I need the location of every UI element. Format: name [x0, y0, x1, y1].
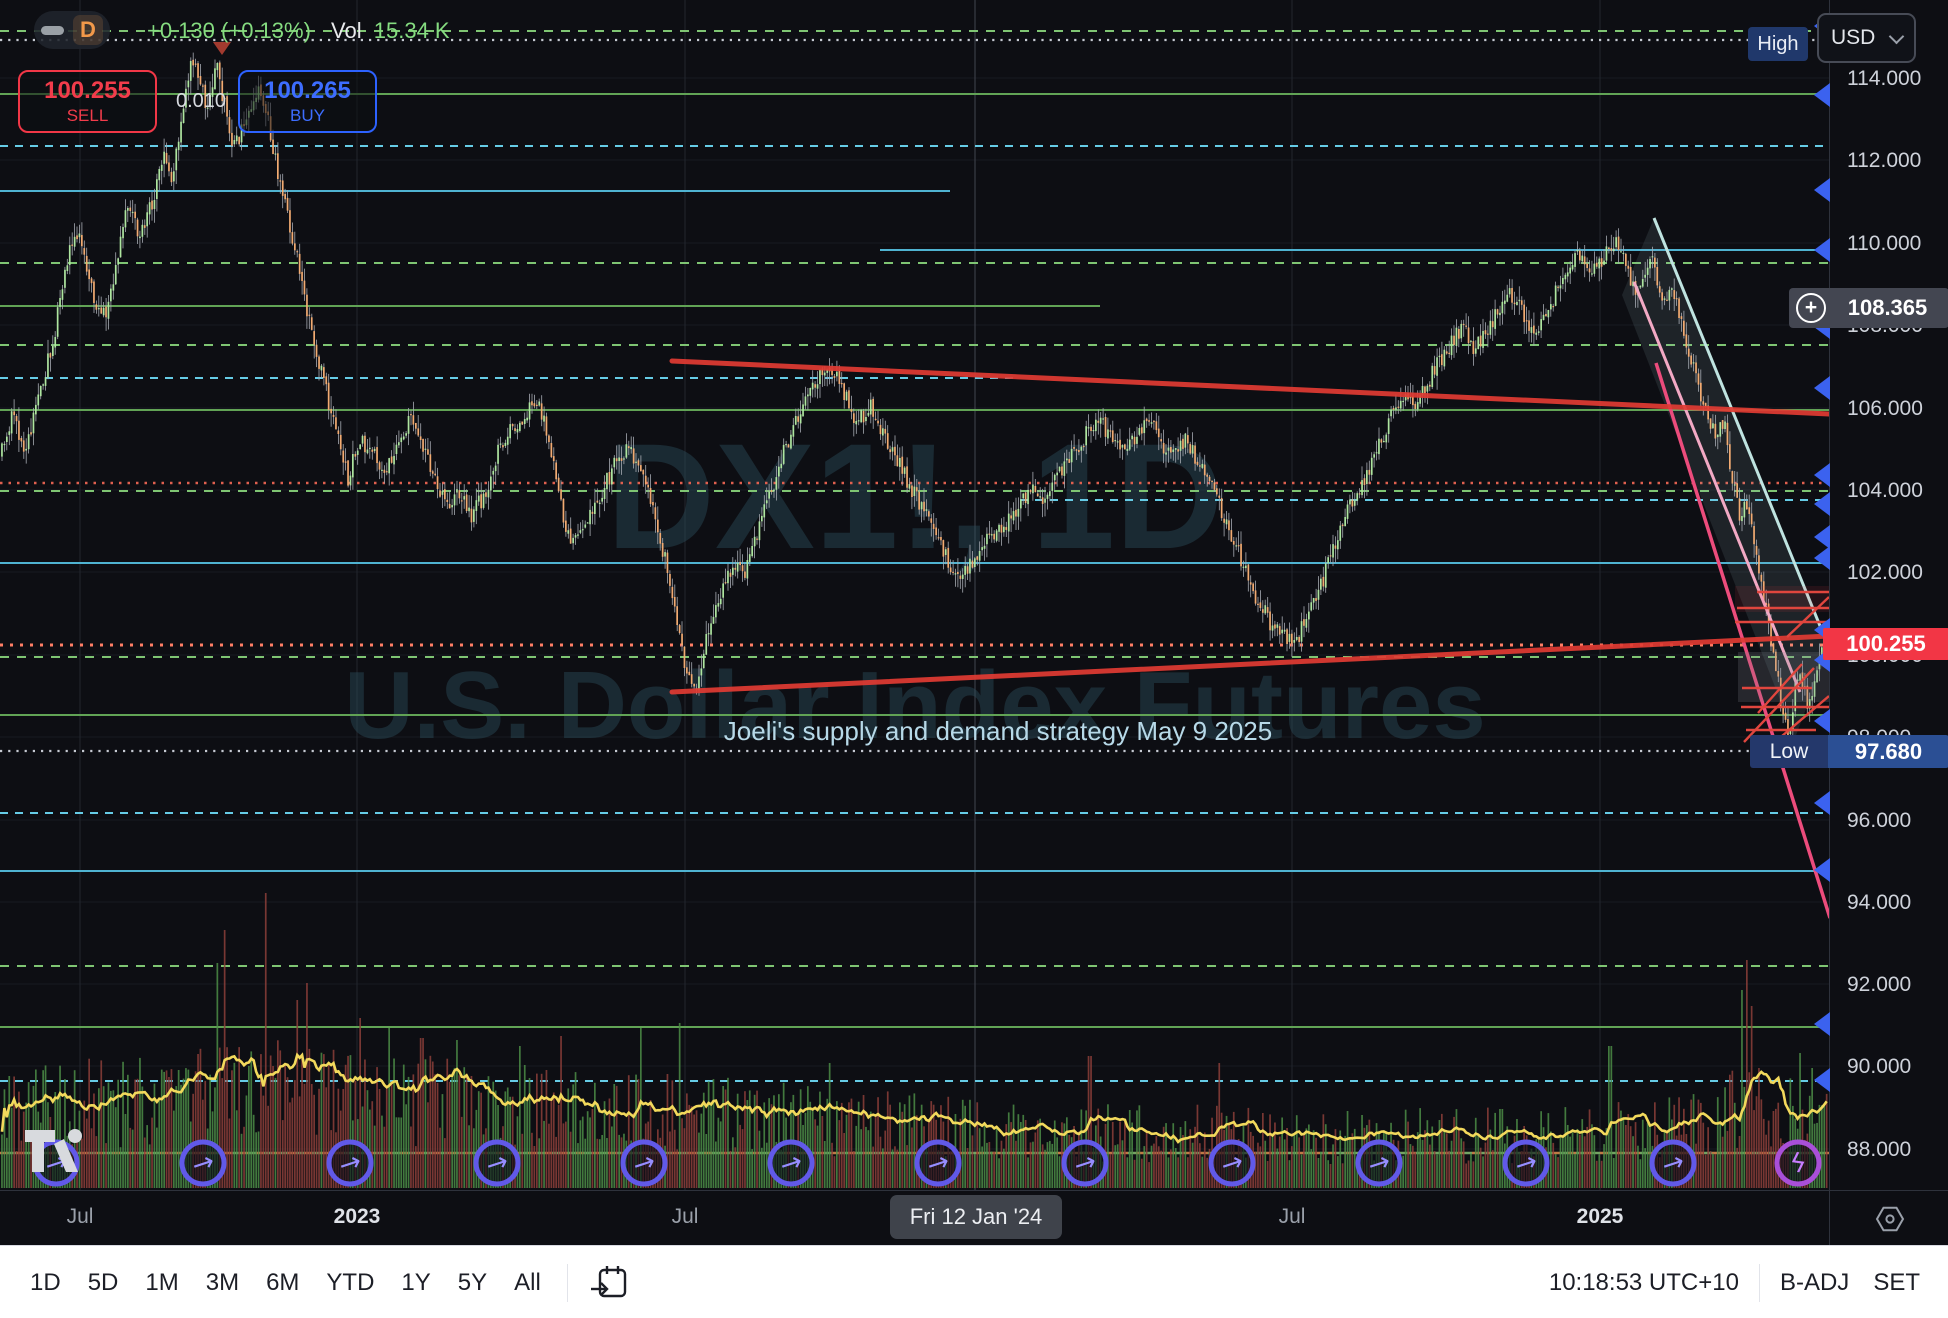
volume-value: 15.34 K: [373, 18, 450, 43]
time-axis-label: Jul: [66, 1205, 94, 1228]
event-marker-icon: →: [1355, 1139, 1403, 1187]
range-button-all[interactable]: All: [514, 1268, 541, 1296]
price-alert-arrow-icon[interactable]: [1814, 238, 1830, 262]
price-axis[interactable]: + 108.365 100.255 Low 97.680 108.000100.…: [1750, 0, 1948, 1190]
price-alert-arrow-icon[interactable]: [1814, 492, 1830, 516]
price-axis-label: 94.000: [1847, 891, 1912, 914]
time-axis[interactable]: Fri 12 Jan '24 Jul 2023 Jul Jul 2025: [0, 1190, 1948, 1246]
price-axis-label: 112.000: [1847, 149, 1922, 172]
high-line-badge: High: [1748, 27, 1808, 61]
tradingview-logo: [25, 1129, 82, 1172]
high-marker-icon: [213, 42, 231, 55]
price-alert-arrow-icon[interactable]: [1814, 178, 1830, 202]
price-axis-label: 96.000: [1847, 809, 1912, 832]
price-alert-arrow-icon[interactable]: [1814, 1012, 1830, 1036]
price-alert-arrow-icon[interactable]: [1814, 83, 1830, 107]
price-alert-arrow-icon[interactable]: [1814, 791, 1830, 815]
range-button-ytd[interactable]: YTD: [326, 1268, 375, 1296]
back-adjust-toggle[interactable]: B-ADJ: [1779, 1268, 1850, 1296]
range-button-1y[interactable]: 1Y: [401, 1268, 431, 1296]
price-chart-canvas[interactable]: DX1!, 1DU.S. Dollar Index Futures → → → …: [0, 0, 1829, 1190]
toolbar-right-group: 10:18:53 UTC+10 B-ADJ SET: [1548, 1263, 1948, 1302]
volume-label: Vol: [331, 18, 362, 43]
price-axis-label: 92.000: [1847, 973, 1912, 996]
range-button-3m[interactable]: 3M: [205, 1268, 240, 1296]
price-axis-label: 106.000: [1847, 397, 1923, 420]
price-axis-label: 90.000: [1847, 1055, 1912, 1078]
go-to-date-calendar-icon[interactable]: [590, 1265, 628, 1301]
last-price-tag: 100.255: [1823, 628, 1948, 660]
sell-label: SELL: [66, 106, 109, 125]
hexagon-eye-icon[interactable]: [1873, 1202, 1907, 1236]
price-alert-arrow-icon[interactable]: [1814, 858, 1830, 882]
price-axis-label: 104.000: [1847, 479, 1923, 502]
time-axis-label: Jul: [671, 1205, 699, 1228]
crosshair-date-tag: Fri 12 Jan '24: [890, 1195, 1062, 1239]
drawing-bar-icon: [41, 25, 64, 35]
event-marker-icon: →: [326, 1139, 374, 1187]
svg-text:U.S. Dollar Index Futures: U.S. Dollar Index Futures: [344, 652, 1486, 759]
event-marker-icon: →: [767, 1139, 815, 1187]
price-axis-label: 110.000: [1847, 232, 1922, 255]
event-marker-icon: →: [1061, 1139, 1109, 1187]
clock-display[interactable]: 10:18:53 UTC+10: [1548, 1268, 1739, 1296]
price-alert-arrow-icon[interactable]: [1814, 546, 1830, 570]
range-button-1d[interactable]: 1D: [30, 1268, 61, 1296]
strategy-annotation: Joeli's supply and demand strategy May 9…: [723, 716, 1273, 746]
low-price-tag: 97.680: [1828, 735, 1948, 768]
interval-toolbar-pill[interactable]: D: [34, 11, 110, 49]
spread-value: 0.010: [175, 90, 227, 112]
price-change-text: +0.130 (+0.13%): [147, 18, 311, 43]
toolbar-divider: [1758, 1263, 1760, 1302]
add-alert-plus-icon[interactable]: +: [1796, 293, 1826, 323]
buy-label: BUY: [290, 106, 325, 125]
interval-daily-badge[interactable]: D: [73, 15, 103, 45]
price-alert-arrow-icon[interactable]: [1814, 1068, 1830, 1092]
time-axis-label: 2025: [1576, 1205, 1624, 1228]
event-marker-icon: →: [473, 1139, 521, 1187]
chart-plot-area[interactable]: DX1!, 1D U.S. Dollar Index Futures → → → …: [0, 0, 1829, 1190]
currency-value: USD: [1831, 26, 1876, 49]
range-button-1m[interactable]: 1M: [145, 1268, 179, 1296]
time-axis-label: Jul: [1278, 1205, 1306, 1228]
event-marker-icon: →: [179, 1139, 227, 1187]
event-marker-icon: ϟ: [1774, 1139, 1822, 1187]
date-range-switcher[interactable]: 1D 5D 1M 3M 6M YTD 1Y 5Y All: [0, 1269, 541, 1297]
price-axis-label: 114.000: [1847, 67, 1922, 90]
range-button-5y[interactable]: 5Y: [457, 1268, 488, 1296]
event-marker-icon: →: [1208, 1139, 1256, 1187]
price-axis-label: 88.000: [1847, 1138, 1912, 1161]
sell-button[interactable]: 100.255 SELL: [18, 70, 157, 133]
symbol-change-row: +0.130 (+0.13%) Vol 15.34 K: [147, 18, 450, 44]
axis-hover-price-tag[interactable]: + 108.365: [1789, 288, 1948, 328]
currency-select[interactable]: USD: [1817, 13, 1916, 63]
settlement-toggle[interactable]: SET: [1873, 1268, 1920, 1296]
range-button-6m[interactable]: 6M: [266, 1268, 300, 1296]
price-alert-arrow-icon[interactable]: [1814, 463, 1830, 487]
chevron-down-icon: [1888, 28, 1905, 44]
svg-text:ϟ: ϟ: [1787, 1148, 1808, 1180]
toolbar-divider: [566, 1263, 568, 1302]
axis-settings-corner[interactable]: [1829, 1191, 1948, 1246]
buy-price: 100.265: [264, 77, 351, 104]
price-axis-label: 102.000: [1847, 561, 1923, 584]
event-marker-icon: →: [1649, 1139, 1697, 1187]
bottom-toolbar: 1D 5D 1M 3M 6M YTD 1Y 5Y All 10:18:53 UTC+10 B-A…: [0, 1245, 1948, 1318]
buy-button[interactable]: 100.265 BUY: [238, 70, 377, 133]
price-alert-arrow-icon[interactable]: [1814, 376, 1830, 400]
range-button-5d[interactable]: 5D: [87, 1268, 119, 1296]
event-marker-icon: →: [620, 1139, 668, 1187]
time-axis-label: 2023: [333, 1205, 381, 1228]
price-alert-arrow-icon[interactable]: [1814, 709, 1830, 733]
hover-price-value: 108.365: [1847, 295, 1928, 320]
sell-price: 100.255: [44, 77, 131, 104]
event-marker-icon: →: [1502, 1139, 1550, 1187]
price-alert-arrow-icon[interactable]: [1814, 525, 1830, 549]
event-marker-icon: →: [914, 1139, 962, 1187]
low-line-label: Low: [1750, 735, 1828, 768]
